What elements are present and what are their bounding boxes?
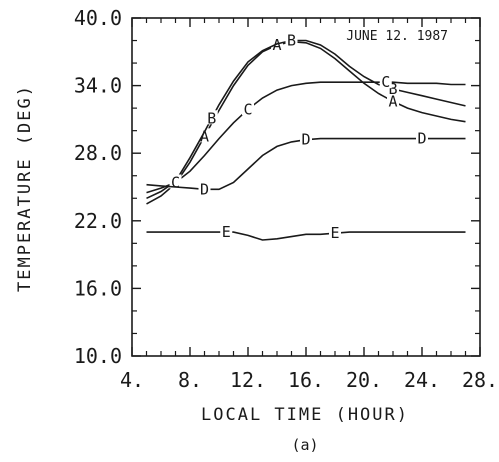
- marker-mask: [300, 131, 312, 146]
- marker-mask: [169, 174, 182, 189]
- x-tick-label: 12.: [230, 368, 266, 392]
- marker-mask: [285, 32, 298, 47]
- series-marker-b: B: [287, 32, 296, 50]
- series-marker-a: A: [272, 36, 281, 54]
- series-marker-c: C: [381, 73, 390, 91]
- series-line-b: [146, 39, 466, 200]
- series-marker-c: C: [171, 173, 180, 191]
- series-marker-d: D: [200, 180, 209, 198]
- marker-mask: [329, 225, 341, 240]
- x-axis-label: LOCAL TIME (HOUR): [201, 405, 409, 425]
- x-tick-label: 28.: [462, 368, 498, 392]
- y-axis-label: TEMPERATURE (DEG): [15, 84, 35, 292]
- series-marker-b: B: [388, 80, 397, 98]
- series-marker-c: C: [243, 100, 252, 118]
- series-line-e: [146, 231, 466, 241]
- series-marker-e: E: [222, 223, 231, 241]
- series-a: A A A: [146, 36, 466, 205]
- x-tick-label: 4.: [120, 368, 144, 392]
- y-tick-label: 28.0: [74, 141, 122, 165]
- y-tick-label: 22.0: [74, 209, 122, 233]
- marker-mask: [198, 181, 211, 196]
- series-line-c: [146, 81, 466, 194]
- series-line-a: [146, 40, 466, 205]
- series-marker-a: A: [200, 127, 209, 145]
- marker-mask: [387, 93, 399, 108]
- marker-mask: [220, 224, 233, 239]
- series-marker-b: B: [207, 109, 216, 127]
- y-tick-label: 16.0: [74, 276, 122, 300]
- x-tick-label: 8.: [178, 368, 202, 392]
- series-marker-a: A: [388, 92, 397, 110]
- series-c: C C C: [146, 73, 466, 194]
- chart-annotation: JUNE 12. 1987: [346, 29, 448, 44]
- series-b: B B B: [146, 32, 466, 200]
- x-tick-label: 16.: [288, 368, 324, 392]
- marker-mask: [379, 74, 392, 89]
- series-marker-e: E: [330, 224, 339, 242]
- y-axis-ticks: 10.0 16.0 22.0 28.0 34.0 40.0: [74, 6, 480, 368]
- marker-mask: [198, 128, 211, 143]
- x-tick-label: 24.: [404, 368, 440, 392]
- marker-mask: [242, 101, 254, 116]
- series-marker-d: D: [417, 130, 426, 148]
- series-marker-d: D: [301, 131, 310, 149]
- x-axis-ticks: 4. 8. 12. 16. 20. 24. 28.: [120, 18, 498, 392]
- y-tick-label: 40.0: [74, 6, 122, 30]
- series-d: D D D: [146, 130, 466, 198]
- y-tick-label: 10.0: [74, 344, 122, 368]
- marker-mask: [416, 130, 428, 145]
- figure-caption: (a): [291, 436, 318, 454]
- marker-mask: [205, 110, 218, 125]
- y-tick-label: 34.0: [74, 74, 122, 98]
- x-tick-label: 20.: [346, 368, 382, 392]
